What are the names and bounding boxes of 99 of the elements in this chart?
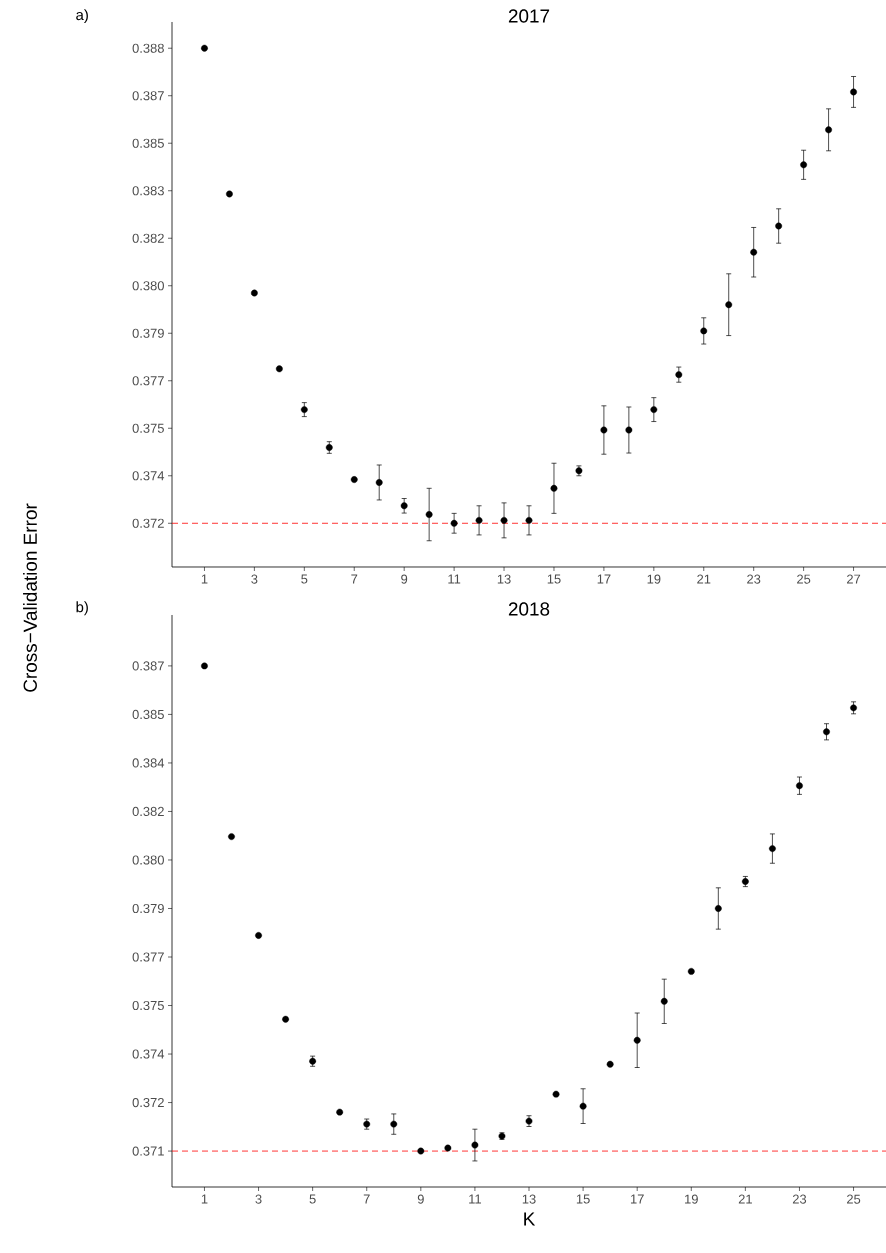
y-tick-label: 0.374	[132, 1049, 165, 1059]
x-tick-label: 11	[448, 574, 461, 584]
point	[350, 476, 358, 483]
point	[650, 406, 658, 414]
x-axis-title: K	[524, 1212, 536, 1226]
x-tick-label: 13	[497, 574, 511, 584]
x-tick-label: 27	[847, 574, 861, 584]
point	[390, 1120, 398, 1128]
x-tick-label: 17	[630, 1194, 644, 1204]
point	[825, 126, 832, 134]
point	[226, 190, 233, 198]
point	[579, 1102, 587, 1110]
x-tick-label: 17	[597, 574, 611, 584]
y-tick-label: 0.384	[132, 758, 165, 768]
x-tick-label: 5	[309, 1194, 316, 1204]
point	[500, 516, 508, 524]
point	[660, 997, 668, 1005]
y-tick-label: 0.380	[132, 855, 164, 865]
point	[796, 782, 803, 790]
y-tick-label: 0.385	[132, 709, 164, 719]
point	[687, 967, 695, 975]
chart-title: 2017	[508, 9, 550, 23]
point	[625, 426, 633, 434]
text: b)	[76, 601, 88, 616]
point	[600, 426, 608, 434]
y-axis-title: Cross−Validation Error	[23, 503, 37, 692]
point	[552, 1090, 560, 1098]
point	[525, 516, 533, 524]
point	[714, 905, 722, 912]
point	[450, 519, 458, 527]
point	[850, 88, 857, 96]
point	[700, 327, 708, 335]
point	[725, 301, 733, 309]
y-tick-label: 0.375	[132, 423, 164, 433]
x-tick-label: 3	[255, 1194, 262, 1204]
x-tick-label: 21	[697, 574, 711, 584]
point	[255, 932, 262, 939]
point	[201, 662, 208, 670]
x-tick-label: 5	[301, 574, 308, 584]
y-tick-label: 0.380	[132, 281, 164, 291]
x-tick-label: 23	[792, 1194, 807, 1204]
text: a)	[76, 9, 88, 24]
y-tick-label: 0.383	[132, 186, 164, 196]
y-tick-label: 0.377	[132, 376, 164, 386]
point	[417, 1147, 425, 1155]
point	[633, 1036, 641, 1044]
x-tick-label: 19	[647, 574, 661, 584]
point	[769, 845, 776, 852]
y-tick-label: 0.382	[132, 806, 164, 817]
x-tick-label: 9	[401, 574, 408, 584]
x-tick-label: 1	[201, 574, 208, 584]
x-tick-label: 15	[576, 1194, 590, 1204]
y-tick-label: 0.379	[132, 328, 164, 338]
y-tick-label: 0.385	[132, 138, 164, 148]
point	[471, 1141, 479, 1149]
point	[823, 728, 830, 736]
point	[336, 1108, 344, 1116]
y-tick-label: 0.387	[132, 661, 164, 671]
y-tick-label: 0.372	[132, 518, 164, 528]
x-tick-label: 25	[847, 1194, 861, 1204]
point	[475, 516, 483, 524]
y-tick-label: 0.379	[132, 903, 164, 914]
x-tick-label: 21	[738, 1194, 752, 1204]
x-tick-label: 9	[417, 1194, 424, 1204]
point	[250, 289, 258, 297]
point	[425, 511, 433, 518]
y-tick-label: 0.387	[132, 91, 164, 101]
point	[375, 479, 383, 486]
point	[775, 222, 783, 230]
point	[606, 1060, 614, 1068]
x-tick-label: 15	[547, 574, 561, 584]
point	[400, 502, 408, 510]
chart-title: 2018	[508, 602, 550, 616]
y-tick-label: 0.371	[132, 1146, 164, 1156]
y-tick-label: 0.382	[132, 233, 164, 243]
x-tick-label: 7	[363, 1194, 370, 1204]
x-tick-label: 1	[201, 1194, 208, 1204]
point	[201, 44, 208, 52]
point	[282, 1015, 289, 1023]
point	[444, 1144, 452, 1152]
y-tick-label: 0.377	[132, 952, 164, 962]
point	[675, 371, 683, 379]
point	[275, 365, 283, 373]
x-tick-label: 3	[251, 574, 258, 584]
x-tick-label: 19	[685, 1194, 698, 1204]
point	[300, 406, 308, 414]
point	[800, 161, 808, 169]
x-tick-label: 7	[351, 574, 358, 584]
y-tick-label: 0.374	[132, 471, 165, 481]
y-tick-label: 0.388	[132, 43, 164, 53]
x-tick-label: 25	[797, 574, 811, 584]
point	[228, 833, 235, 841]
x-tick-label: 13	[522, 1194, 536, 1204]
point	[750, 248, 758, 256]
y-tick-label: 0.375	[132, 1000, 164, 1011]
x-tick-label: 23	[747, 574, 761, 584]
point	[550, 484, 558, 492]
x-tick-label: 11	[469, 1194, 482, 1204]
y-tick-label: 0.372	[132, 1097, 164, 1108]
